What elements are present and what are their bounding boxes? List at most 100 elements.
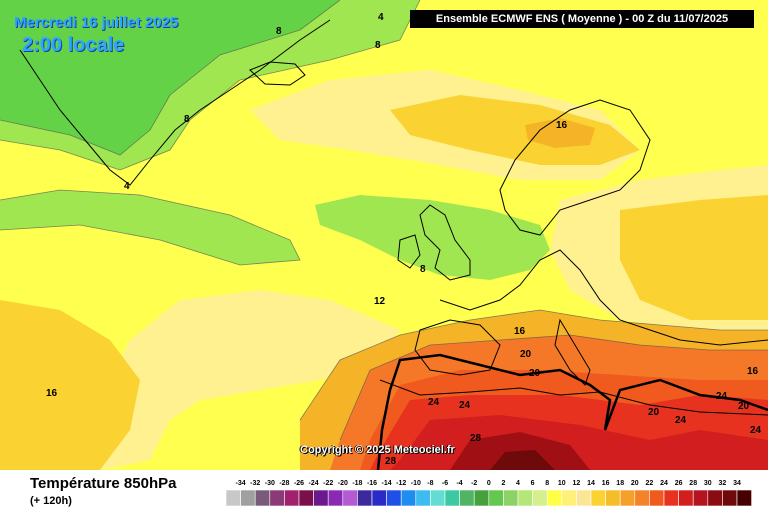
band-warm-30-africa — [490, 450, 555, 470]
isotherm-8 — [0, 0, 421, 171]
legend-swatch — [722, 489, 738, 507]
legend-tick-label: -30 — [265, 480, 275, 487]
legend-tick-label: 20 — [631, 480, 639, 487]
copyright-notice: Copyright © 2025 Meteociel.fr — [300, 444, 455, 456]
legend-tick-label: 6 — [531, 480, 535, 487]
contour-label: 28 — [385, 456, 397, 467]
contour-label: 20 — [520, 349, 532, 360]
contour-label: 4 — [124, 181, 130, 192]
isotherm-16 — [299, 309, 768, 421]
contour-label: 8 — [420, 264, 426, 275]
legend-tick-label: -14 — [382, 480, 392, 487]
contour-label: 24 — [428, 397, 440, 408]
legend-tick-label: 2 — [501, 480, 505, 487]
legend-swatch — [327, 489, 344, 507]
band-colder-nw — [0, 0, 340, 155]
band-warm-16-east — [620, 195, 768, 320]
legend-tick-label: 10 — [558, 480, 566, 487]
contour-label: 28 — [470, 433, 482, 444]
legend-tick-label: -24 — [309, 480, 319, 487]
legend-tick-label: -8 — [427, 480, 433, 487]
iceland-coast — [249, 61, 306, 86]
legend-swatch — [357, 489, 373, 507]
temperature-map: 4 8 8 8 4 16 8 12 16 20 20 16 24 24 28 2… — [0, 0, 768, 470]
legend-swatch — [576, 489, 592, 507]
legend-tick-label: -26 — [294, 480, 304, 487]
legend-tick-label: -20 — [338, 480, 348, 487]
legend-tick-label: -16 — [367, 480, 377, 487]
legend-swatch — [254, 489, 271, 507]
contour-label: 24 — [716, 391, 728, 402]
legend-tick-label: -22 — [323, 480, 333, 487]
legend-swatch — [649, 489, 665, 507]
legend-tick-label: 34 — [733, 480, 741, 487]
legend-tick-label: -12 — [396, 480, 406, 487]
legend-swatch — [503, 489, 519, 507]
model-run-banner: Ensemble ECMWF ENS ( Moyenne ) - 00 Z du… — [410, 10, 754, 28]
legend-ticks: -34 -32 -30 -28 -26 -24 -22 -20 -18 -16 -14 -12 -10-… — [236, 480, 741, 487]
legend-swatch — [473, 489, 490, 507]
band-cold-west — [0, 190, 300, 265]
isotherm-lines — [0, 0, 768, 441]
legend-tick-label: 30 — [704, 480, 712, 487]
contour-label: 16 — [556, 120, 568, 131]
band-warm-16-west — [0, 300, 140, 470]
legend-swatch — [678, 489, 694, 507]
color-legend: -34 -32 -30 -28 -26 -24 -22 -20 -18 -16 -14 -12 -10-… — [225, 480, 752, 507]
legend-swatch — [415, 489, 431, 507]
contour-label: 8 — [375, 40, 381, 51]
legend-tick-label: 12 — [573, 480, 581, 487]
legend-swatch — [590, 489, 606, 507]
legend-swatch — [371, 489, 387, 507]
band-warm-18-scandinavia — [525, 118, 595, 148]
legend-tick-label: -10 — [411, 480, 421, 487]
band-warm-16-north — [390, 95, 640, 165]
contour-label: 16 — [46, 388, 58, 399]
legend-swatch — [269, 489, 285, 507]
legend-tick-label: -18 — [352, 480, 362, 487]
contour-label: 16 — [747, 366, 759, 377]
map-footer: Température 850hPa (+ 120h) -34 -32 -30 -28… — [0, 470, 768, 512]
band-warm-14-atlantic — [100, 290, 400, 470]
scandinavia-coast — [499, 99, 651, 236]
legend-swatch — [736, 489, 752, 507]
legend-swatch — [400, 489, 417, 507]
contour-label: 24 — [459, 400, 471, 411]
legend-tick-label: -4 — [456, 480, 462, 487]
legend-swatch — [663, 489, 679, 507]
italy-coast — [554, 318, 591, 386]
legend-tick-label: 14 — [587, 480, 595, 487]
legend-swatch — [707, 489, 723, 507]
north-africa-coast — [379, 379, 768, 416]
contour-label-group: 4 8 8 8 4 16 8 12 16 20 20 16 24 24 28 2… — [46, 12, 762, 467]
contour-label: 8 — [276, 26, 282, 37]
legend-swatch — [692, 489, 709, 507]
contour-label: 24 — [750, 425, 762, 436]
legend-swatch — [430, 489, 446, 507]
isotherm-20 — [339, 334, 768, 441]
lead-time: (+ 120h) — [30, 495, 72, 507]
legend-swatch — [459, 489, 475, 507]
legend-tick-label: 0 — [487, 480, 491, 487]
contour-label: 24 — [675, 415, 687, 426]
legend-tick-label: 22 — [646, 480, 654, 487]
legend-swatch — [619, 489, 636, 507]
legend-swatch — [561, 489, 577, 507]
heavy-isotherm — [376, 353, 768, 470]
legend-swatch — [284, 489, 300, 507]
legend-swatch — [386, 489, 402, 507]
europe-coast — [439, 249, 768, 346]
contour-label: 12 — [374, 296, 386, 307]
legend-swatch — [488, 489, 504, 507]
legend-swatch — [342, 489, 358, 507]
legend-tick-label: -32 — [250, 480, 260, 487]
legend-tick-label: 8 — [545, 480, 549, 487]
contour-label: 8 — [184, 114, 190, 125]
contour-label: 20 — [648, 407, 660, 418]
contour-label: 20 — [738, 401, 750, 412]
uk-coast — [419, 204, 471, 281]
legend-tick-label: -28 — [279, 480, 289, 487]
legend-swatches — [225, 489, 752, 507]
legend-tick-label: -2 — [471, 480, 477, 487]
